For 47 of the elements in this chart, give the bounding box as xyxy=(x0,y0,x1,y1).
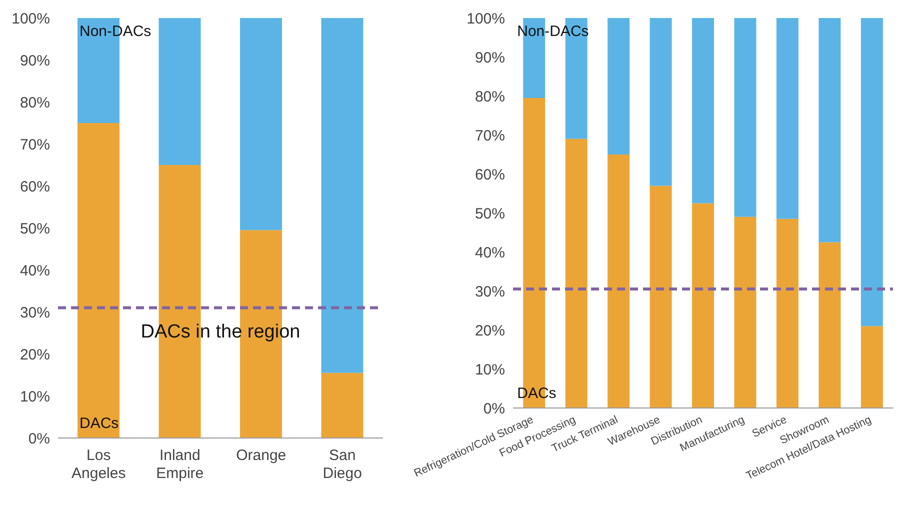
bar xyxy=(860,326,883,408)
bar xyxy=(818,242,841,408)
bar xyxy=(734,18,756,217)
bar xyxy=(650,186,672,408)
x-tick-label: Orange xyxy=(236,447,286,464)
y-tick-label: 100% xyxy=(466,10,505,28)
bar xyxy=(776,218,798,408)
y-tick-label: 80% xyxy=(20,94,50,112)
bar xyxy=(734,216,756,408)
x-tick-label: Inland Empire xyxy=(156,447,204,482)
y-tick-label: 20% xyxy=(474,322,505,340)
bar xyxy=(608,154,630,408)
bar xyxy=(240,18,282,230)
y-tick-label: 30% xyxy=(474,283,505,300)
y-tick-label: 50% xyxy=(474,205,505,222)
series-label: DACs xyxy=(80,415,119,432)
bar xyxy=(692,18,714,204)
y-tick-label: 40% xyxy=(20,262,50,280)
y-tick-label: 0% xyxy=(483,400,505,418)
y-tick-label: 0% xyxy=(28,430,50,448)
bar xyxy=(692,203,714,408)
y-tick-label: 50% xyxy=(20,220,50,238)
bar xyxy=(321,18,364,373)
y-tick-label: 70% xyxy=(20,136,50,154)
bar xyxy=(818,18,841,242)
x-tick-label: San Diego xyxy=(322,447,362,482)
bar xyxy=(158,18,201,165)
y-tick-label: 40% xyxy=(474,244,505,262)
y-tick-label: 10% xyxy=(474,361,505,378)
bar xyxy=(776,18,798,219)
y-tick-label: 10% xyxy=(20,388,50,406)
y-tick-label: 30% xyxy=(20,304,50,322)
y-tick-label: 20% xyxy=(20,346,50,364)
y-tick-label: 60% xyxy=(20,178,50,196)
bar xyxy=(321,372,364,438)
bar xyxy=(565,138,588,408)
bar xyxy=(650,18,672,186)
y-tick-label: 80% xyxy=(474,88,505,106)
y-tick-label: 60% xyxy=(474,166,505,184)
y-tick-label: 90% xyxy=(474,49,505,66)
x-tick-label: Los Angeles xyxy=(72,447,126,482)
bar xyxy=(78,123,120,438)
y-tick-label: 90% xyxy=(20,52,50,70)
y-tick-label: 70% xyxy=(474,127,505,144)
bar xyxy=(860,18,883,326)
bar xyxy=(608,18,630,154)
y-tick-label: 100% xyxy=(12,10,50,28)
